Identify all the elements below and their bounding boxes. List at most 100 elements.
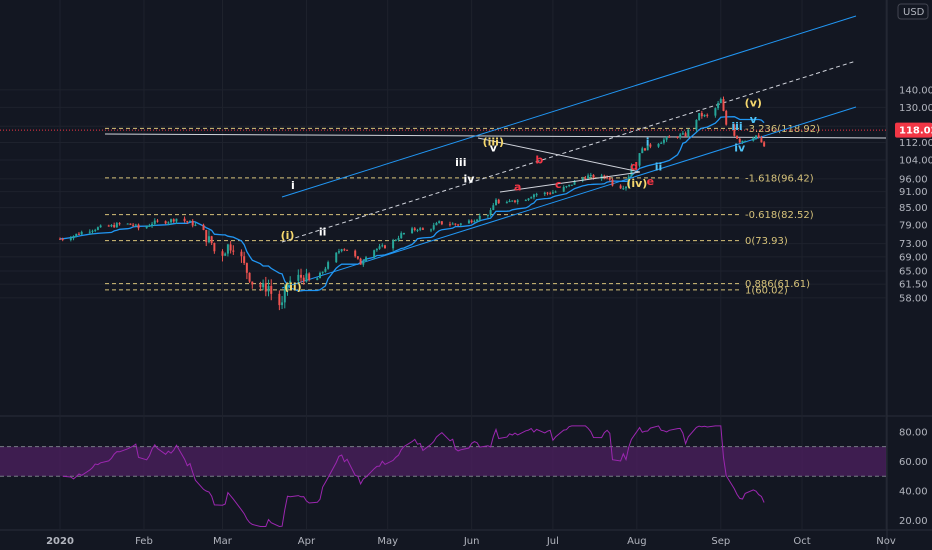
candle-body xyxy=(72,236,75,239)
candle-body xyxy=(226,244,229,254)
candle-body xyxy=(365,257,368,261)
rsi-y-tick-label: 60.00 xyxy=(899,457,928,468)
x-tick-label: Nov xyxy=(876,536,896,547)
candle-body xyxy=(698,113,701,120)
candle-body xyxy=(297,274,300,281)
wave-label: c xyxy=(555,178,562,191)
x-tick-label: Feb xyxy=(135,536,153,547)
candle-body xyxy=(110,224,113,227)
y-tick-label: 96.00 xyxy=(899,174,928,185)
candle-body xyxy=(156,220,159,222)
fib-level-label: 0.886(61.61) xyxy=(745,279,810,290)
candle-body xyxy=(397,238,400,240)
triangle-pattern xyxy=(477,137,641,193)
candle-body xyxy=(714,108,717,116)
candle-body xyxy=(383,245,386,249)
wave-label: (iii) xyxy=(483,136,504,149)
candle-body xyxy=(96,227,99,230)
candle-body xyxy=(69,238,72,240)
rsi-line xyxy=(62,425,765,528)
candle-body xyxy=(530,197,533,199)
candle-body xyxy=(191,220,194,226)
candle-body xyxy=(381,245,384,247)
candle-body xyxy=(649,144,652,147)
candle-body xyxy=(137,224,140,229)
candle-body xyxy=(451,223,454,225)
wave-label: iii xyxy=(455,156,466,169)
candle-body xyxy=(421,228,424,230)
candle-body xyxy=(592,174,595,179)
x-tick-label: May xyxy=(377,536,398,547)
candle-body xyxy=(324,268,327,272)
candle-body xyxy=(527,198,530,201)
candle-body xyxy=(679,134,682,138)
candle-body xyxy=(478,216,481,220)
candle-body xyxy=(148,225,151,227)
candle-body xyxy=(438,221,441,224)
candle-body xyxy=(454,223,457,225)
candle-body xyxy=(164,221,167,224)
candle-body xyxy=(763,142,766,147)
candle-body xyxy=(194,224,197,226)
candle-body xyxy=(99,225,102,228)
candle-body xyxy=(402,233,405,235)
candle-body xyxy=(736,135,739,139)
candle-body xyxy=(264,283,267,292)
candle-body xyxy=(335,252,338,263)
candle-body xyxy=(684,133,687,137)
candle-body xyxy=(354,250,357,257)
rsi-y-tick-label: 40.00 xyxy=(899,487,928,498)
triangle-upper-line xyxy=(477,137,641,173)
candle-body xyxy=(327,262,330,269)
fib-level-label: -3.236(118.92) xyxy=(745,124,820,135)
wave-label: (i) xyxy=(281,229,295,242)
y-tick-label: 130.00 xyxy=(899,103,932,114)
candle-body xyxy=(411,228,414,234)
candle-body xyxy=(532,194,535,198)
candle-body xyxy=(419,228,422,230)
candle-body xyxy=(606,177,609,179)
candle-body xyxy=(738,138,741,143)
wave-label: (ii) xyxy=(284,281,302,294)
candle-body xyxy=(587,175,590,180)
wave-label: i xyxy=(646,136,650,149)
candle-body xyxy=(167,222,170,224)
candle-body xyxy=(232,250,235,252)
candle-body xyxy=(440,221,443,225)
candle-body xyxy=(202,224,205,230)
candle-body xyxy=(126,223,129,225)
candle-body xyxy=(665,136,668,140)
candle-body xyxy=(681,133,684,135)
candle-body xyxy=(205,229,208,243)
y-tick-label: 73.00 xyxy=(899,239,928,250)
candle-body xyxy=(668,136,671,138)
candle-body xyxy=(535,194,538,196)
currency-badge[interactable]: USD xyxy=(897,3,929,20)
candle-body xyxy=(573,180,576,185)
candle-body xyxy=(524,200,527,202)
wave-label: d xyxy=(630,160,638,173)
candle-body xyxy=(245,263,248,273)
candle-body xyxy=(113,224,116,228)
candle-body xyxy=(61,238,64,240)
candle-body xyxy=(752,138,755,141)
candle-body xyxy=(145,226,148,229)
candle-body xyxy=(359,258,362,265)
candle-body xyxy=(267,286,270,292)
channel-upper-line xyxy=(281,15,857,198)
candle-body xyxy=(75,233,78,237)
candle-body xyxy=(132,224,135,226)
candle-body xyxy=(568,184,571,187)
candle-body xyxy=(94,229,97,231)
candle-body xyxy=(270,286,273,294)
candle-body xyxy=(486,214,489,217)
candle-body xyxy=(470,220,473,223)
candle-body xyxy=(549,193,552,195)
candle-body xyxy=(286,284,289,289)
last-price-tag-bg xyxy=(895,122,932,138)
candle-body xyxy=(513,200,516,202)
candle-body xyxy=(497,199,500,204)
candle-body xyxy=(546,192,549,194)
candle-body xyxy=(703,114,706,117)
